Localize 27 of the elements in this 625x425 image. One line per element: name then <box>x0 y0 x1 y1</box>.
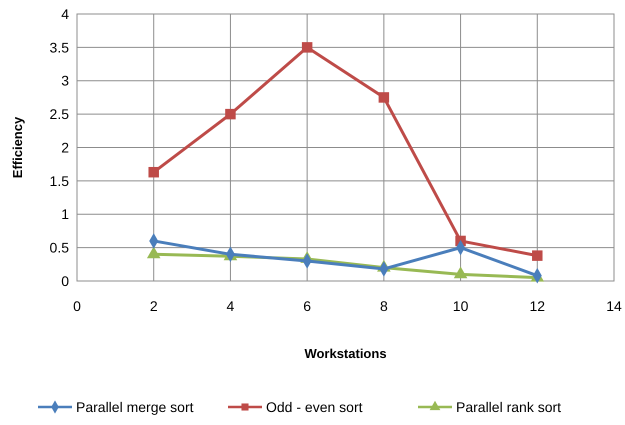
x-tick-label: 8 <box>380 298 388 314</box>
legend-label: Odd - even sort <box>266 398 363 415</box>
point <box>148 166 159 178</box>
y-tick-label: 2 <box>61 139 70 156</box>
point <box>378 92 390 103</box>
point <box>225 108 236 120</box>
x-tick-label: 0 <box>73 298 82 314</box>
x-tick-label: 6 <box>303 298 312 314</box>
x-tick-label: 10 <box>452 298 469 314</box>
x-tick-label: 14 <box>606 298 622 314</box>
y-tick-label: 4 <box>61 6 70 22</box>
legend-label: Parallel merge sort <box>76 398 194 415</box>
x-tick-label: 12 <box>529 298 546 314</box>
y-tick-label: 3.5 <box>50 39 70 56</box>
y-tick-label: 3 <box>61 72 70 89</box>
legend-label: Parallel rank sort <box>456 398 562 415</box>
point <box>302 42 312 53</box>
x-tick-label: 2 <box>150 298 158 314</box>
y-tick-label: 2.5 <box>50 106 70 122</box>
point <box>532 250 543 261</box>
y-tick-label: 1 <box>61 206 70 222</box>
y-tick-label: 0.5 <box>50 240 70 256</box>
y-tick-label: 1.5 <box>50 172 70 189</box>
x-axis-title: Workstations <box>304 346 387 361</box>
y-tick-label: 0 <box>61 272 70 289</box>
y-axis-title: Efficiency <box>10 116 25 178</box>
x-tick-label: 4 <box>226 298 235 314</box>
